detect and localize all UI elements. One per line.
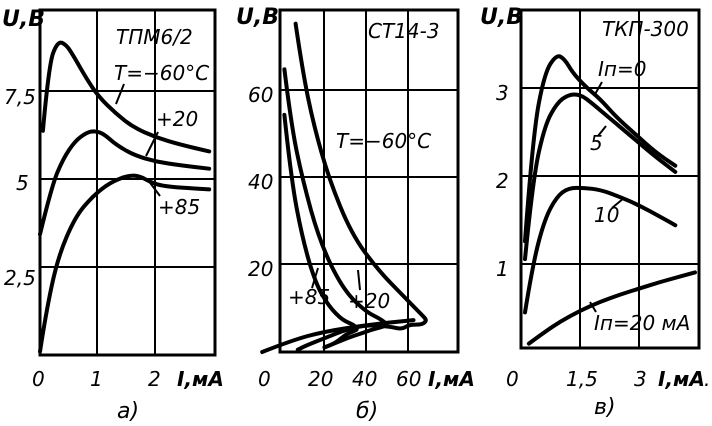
panel-caption: в) xyxy=(594,395,616,420)
series-label: 5 xyxy=(590,131,603,155)
gridlines xyxy=(521,10,699,348)
series-line-3 xyxy=(523,185,678,315)
series-line-3 xyxy=(38,173,212,354)
series-group xyxy=(260,21,428,354)
x-tick-label: 0 xyxy=(32,367,45,391)
y-tick-label: 40 xyxy=(248,170,273,194)
series-label: +85 xyxy=(288,285,330,309)
series-label: +85 xyxy=(158,195,200,219)
plot-frame xyxy=(278,8,460,354)
series-line-1 xyxy=(40,40,212,154)
plot-frame xyxy=(38,8,217,357)
series-line-2 xyxy=(38,129,212,237)
series-label: Iп=0 xyxy=(598,57,646,81)
label-leader xyxy=(357,269,361,291)
series-line-1 xyxy=(523,54,678,244)
x-tick-label: 60 xyxy=(396,367,421,391)
y-tick-label: 5 xyxy=(16,171,29,195)
x-tick-label: 2 xyxy=(148,367,161,391)
axis-label-y: U,В xyxy=(480,5,523,30)
label-leader xyxy=(593,81,603,97)
label-leader xyxy=(147,179,161,197)
label-leader xyxy=(611,197,625,209)
series-group xyxy=(38,40,212,354)
panel-tkp-300: ТКП-300 U,В I,мА 0 1,5 3 1 2 3 Iп=0 5 10… xyxy=(480,5,710,420)
panel-title: ТКП-300 xyxy=(602,17,689,41)
panel-st14-3: СТ14-3 U,В I,мА 0 20 40 60 20 40 60 T=−6… xyxy=(236,5,475,424)
plot-frame xyxy=(519,8,701,350)
panel-title: ТПМ6/2 xyxy=(116,25,193,49)
x-tick-label: 1,5 xyxy=(566,367,598,391)
series-label: Iп=20 мА xyxy=(594,311,690,335)
label-leader xyxy=(589,301,597,313)
x-tick-label: 0 xyxy=(258,367,271,391)
y-tick-label: 1 xyxy=(496,257,509,281)
y-tick-label: 2 xyxy=(496,169,509,193)
series-label: +20 xyxy=(348,289,390,313)
series-line-4 xyxy=(526,270,697,346)
series-line-3 xyxy=(282,112,359,350)
y-tick-label: 2,5 xyxy=(4,266,36,290)
series-label: T=−60°C xyxy=(336,129,431,153)
axis-label-x: I,мА xyxy=(658,367,705,391)
axis-label-x: I,мА xyxy=(177,367,224,391)
y-tick-label: 60 xyxy=(248,83,273,107)
x-tick-label: 20 xyxy=(308,367,333,391)
series-group xyxy=(523,54,697,346)
axis-label-y: U,В xyxy=(236,5,279,30)
label-leader xyxy=(145,131,159,157)
panel-caption: а) xyxy=(117,399,139,424)
series-line-4 xyxy=(260,318,416,354)
series-line-2 xyxy=(523,92,678,262)
gridlines xyxy=(40,10,215,355)
y-tick-label: 3 xyxy=(496,81,509,105)
axis-label-y: U,В xyxy=(2,7,45,32)
series-label: T=−60°C xyxy=(114,61,209,85)
label-leader xyxy=(597,125,607,137)
y-tick-label: 7,5 xyxy=(4,85,36,109)
axis-label-x: I,мА xyxy=(428,367,475,391)
series-label: +20 xyxy=(156,107,198,131)
panel-title: СТ14-3 xyxy=(368,19,440,43)
label-leader xyxy=(115,83,125,105)
series-label: 10 xyxy=(594,203,619,227)
trailing-mark: . xyxy=(704,367,710,391)
label-leader xyxy=(311,267,319,289)
x-tick-label: 0 xyxy=(506,367,519,391)
panel-caption: б) xyxy=(356,399,378,424)
panel-tpm6-2: ТПМ6/2 U,В I,мА 0 1 2 2,5 5 7,5 T=−60°C … xyxy=(2,7,224,424)
x-tick-label: 3 xyxy=(634,367,647,391)
y-tick-label: 20 xyxy=(248,257,273,281)
x-tick-label: 40 xyxy=(352,367,377,391)
x-tick-label: 1 xyxy=(90,367,103,391)
